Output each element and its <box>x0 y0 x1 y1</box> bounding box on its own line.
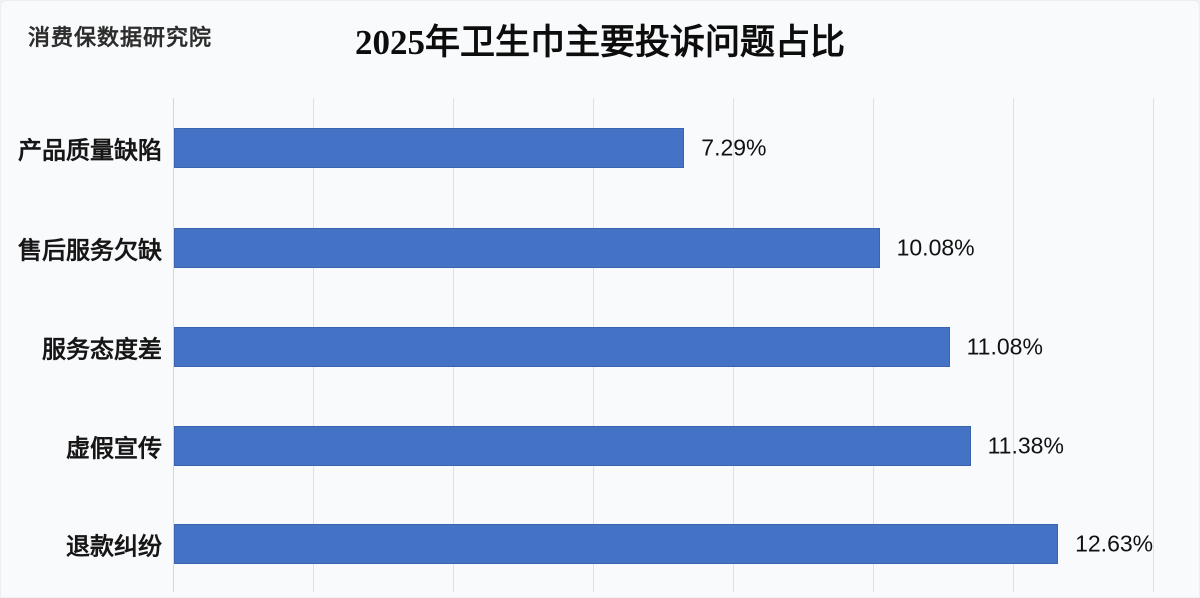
value-label: 10.08% <box>896 234 975 261</box>
value-label: 11.08% <box>966 333 1043 360</box>
value-label: 12.63% <box>1075 530 1154 557</box>
bar <box>174 327 950 367</box>
bar-row: 产品质量缺陷 7.29% <box>0 128 1200 168</box>
gridline-vertical <box>1153 98 1154 592</box>
category-label: 退款纠纷 <box>66 533 162 561</box>
category-label: 服务态度差 <box>42 336 162 364</box>
bar-row: 退款纠纷 12.63% <box>0 524 1200 564</box>
category-label: 售后服务欠缺 <box>18 237 162 265</box>
bar <box>174 524 1059 564</box>
bar <box>174 128 685 168</box>
bar-row: 售后服务欠缺 10.08% <box>0 228 1200 268</box>
chart-title: 2025年卫生巾主要投诉问题占比 <box>354 23 845 62</box>
axis-baseline <box>173 98 174 592</box>
bar <box>174 228 880 268</box>
bar-row: 虚假宣传 11.38% <box>0 426 1200 466</box>
brand-watermark: 消费保数据研究院 <box>28 25 213 50</box>
bar <box>174 426 971 466</box>
value-label: 11.38% <box>987 432 1064 459</box>
bar-row: 服务态度差 11.08% <box>0 327 1200 367</box>
category-label: 产品质量缺陷 <box>18 137 162 165</box>
value-label: 7.29% <box>701 134 767 161</box>
category-label: 虚假宣传 <box>66 435 162 463</box>
gridline-vertical <box>1013 98 1014 592</box>
